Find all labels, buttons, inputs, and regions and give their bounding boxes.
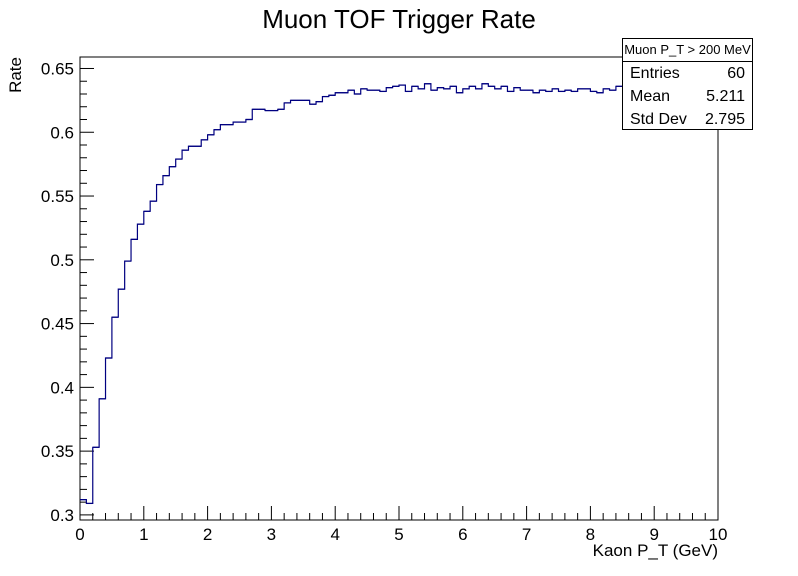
x-tick-label: 4 [330, 525, 339, 544]
histogram-series-line [80, 83, 718, 505]
stats-mean-label: Mean [630, 88, 671, 105]
y-tick-label: 0.5 [50, 251, 74, 270]
x-tick-label: 2 [203, 525, 212, 544]
y-tick-label: 0.45 [41, 315, 74, 334]
y-axis-label: Rate [6, 57, 25, 93]
x-tick-label: 9 [649, 525, 658, 544]
x-tick-label: 5 [394, 525, 403, 544]
y-tick-label: 0.4 [50, 378, 74, 397]
stats-mean-row: Mean 5.211 [623, 85, 752, 108]
stats-box: Muon P_T > 200 MeV Entries 60 Mean 5.211… [622, 38, 753, 130]
x-tick-label: 6 [458, 525, 467, 544]
x-axis-label: Kaon P_T (GeV) [593, 541, 718, 560]
stats-entries-row: Entries 60 [623, 62, 752, 85]
x-tick-label: 7 [522, 525, 531, 544]
x-tick-label: 3 [267, 525, 276, 544]
series-layer [80, 83, 718, 505]
y-tick-label: 0.55 [41, 187, 74, 206]
stats-std-label: Std Dev [630, 111, 687, 128]
x-tick-label: 0 [75, 525, 84, 544]
stats-std-row: Std Dev 2.795 [623, 108, 752, 131]
x-tick-label: 8 [586, 525, 595, 544]
stats-entries-value: 60 [727, 65, 745, 82]
x-tick-label: 1 [139, 525, 148, 544]
y-tick-label: 0.6 [50, 123, 74, 142]
chart-title: Muon TOF Trigger Rate [262, 4, 536, 34]
x-tick-label: 10 [709, 525, 728, 544]
stats-entries-label: Entries [630, 65, 680, 82]
y-tick-label: 0.65 [41, 59, 74, 78]
y-tick-label: 0.35 [41, 442, 74, 461]
y-tick-label: 0.3 [50, 506, 74, 525]
stats-box-title: Muon P_T > 200 MeV [623, 39, 752, 62]
stats-mean-value: 5.211 [706, 88, 745, 105]
ticks: 0 1 2 3 4 5 6 7 8 9 10 0.3 0.35 0.4 0.45 0.5 0.55 0.6 0.65 [41, 59, 728, 544]
stats-std-value: 2.795 [704, 111, 745, 128]
